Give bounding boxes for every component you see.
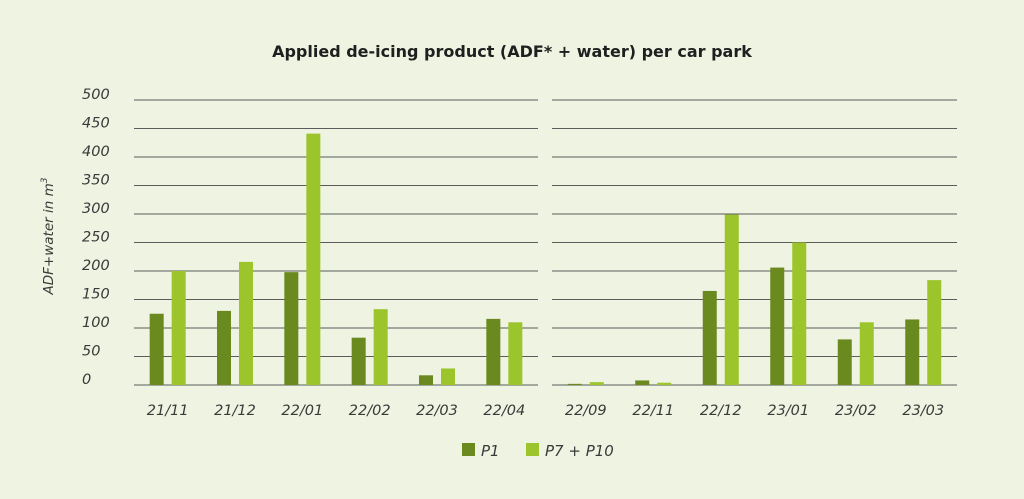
bar-p1-23-01: [770, 267, 785, 385]
legend-swatch-p1: [462, 443, 475, 456]
gridlines: [134, 99, 957, 386]
bar-p1-22-01: [284, 272, 299, 385]
y-tick-450: 450: [82, 116, 110, 132]
chart-title: Applied de-icing product (ADF* + water) …: [272, 42, 752, 61]
x-tick-22-02: 22/02: [349, 403, 391, 419]
legend-swatch-p7-p10: [526, 443, 539, 456]
x-tick-22-09: 22/09: [565, 403, 607, 419]
legend: P1 P7 + P10: [462, 442, 614, 460]
x-tick-21-12: 21/12: [214, 403, 256, 419]
bar-p1-21-11: [149, 313, 164, 385]
x-tick-22-03: 22/03: [416, 403, 458, 419]
y-tick-150: 150: [82, 287, 110, 303]
bar-p7-p10-22-03: [441, 368, 455, 385]
bar-p1-22-11: [635, 380, 650, 385]
bar-p1-22-02: [351, 337, 366, 385]
bar-p7-p10-23-03: [927, 280, 942, 385]
bar-p7-p10-23-02: [859, 322, 874, 385]
bar-p7-p10-22-01: [306, 133, 321, 385]
y-tick-100: 100: [82, 315, 110, 331]
x-tick-23-03: 23/03: [902, 403, 944, 419]
y-tick-250: 250: [82, 230, 110, 246]
bar-p7-p10-22-12: [724, 214, 739, 385]
y-tick-0: 0: [82, 372, 91, 388]
bar-p1-22-09: [567, 383, 582, 385]
x-tick-23-01: 23/01: [767, 403, 809, 419]
legend-label-p7-p10: P7 + P10: [545, 442, 614, 460]
y-axis-label-text: ADF+water in m: [41, 183, 57, 295]
bar-p1-22-12: [702, 290, 717, 385]
y-tick-50: 50: [82, 344, 100, 360]
bar-p7-p10-22-02: [373, 309, 388, 385]
y-tick-400: 400: [82, 144, 110, 160]
legend-label-p1: P1: [481, 442, 500, 460]
bar-p1-21-12: [217, 310, 231, 385]
y-tick-350: 350: [82, 173, 110, 189]
bar-p7-p10-23-01: [792, 242, 807, 385]
y-tick-500: 500: [82, 87, 110, 103]
x-tick-labels: 21/11 21/12 22/01 22/02 22/03 22/04 22/09 22/11…: [147, 403, 944, 419]
x-tick-22-11: 22/11: [632, 403, 674, 419]
bar-p1-22-04: [486, 318, 501, 385]
y-axis-label: ADF+water in m3: [40, 177, 57, 295]
bar-p7-p10-22-11: [657, 382, 672, 385]
y-tick-200: 200: [82, 258, 110, 274]
bars: [149, 133, 942, 385]
x-tick-22-12: 22/12: [700, 403, 742, 419]
bar-p7-p10-21-12: [239, 261, 253, 385]
bar-p7-p10-22-04: [508, 322, 523, 385]
y-tick-300: 300: [82, 201, 110, 217]
bar-p7-p10-21-11: [171, 271, 186, 385]
bar-p7-p10-22-09: [589, 382, 604, 385]
bar-p1-23-02: [837, 339, 852, 385]
y-axis-label-superscript: 3: [40, 177, 50, 183]
x-tick-23-02: 23/02: [835, 403, 877, 419]
bar-p1-22-03: [419, 375, 433, 385]
x-tick-21-11: 21/11: [147, 403, 189, 419]
x-tick-22-01: 22/01: [281, 403, 323, 419]
x-tick-22-04: 22/04: [483, 403, 525, 419]
y-tick-labels: 0 50 100 150 200 250 300 350 400 450 500: [82, 87, 110, 388]
bar-p1-23-03: [905, 319, 920, 385]
